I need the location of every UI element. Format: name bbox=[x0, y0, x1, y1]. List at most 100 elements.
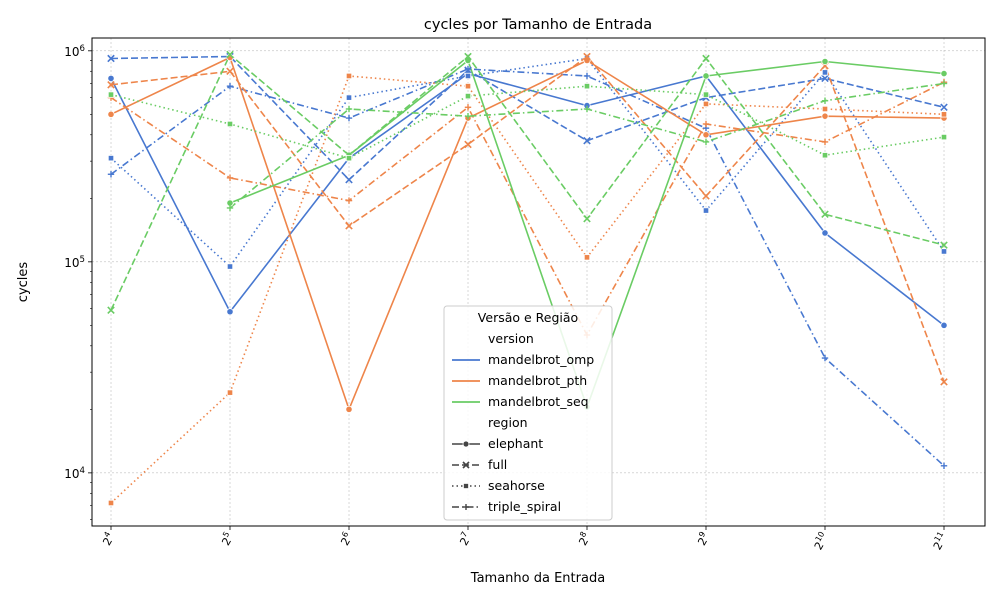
series-line-mandelbrot_pth-elephant bbox=[110, 56, 945, 411]
legend-entry-mandelbrot_omp: mandelbrot_omp bbox=[488, 352, 594, 367]
data-point-mandelbrot_seq-full bbox=[583, 214, 591, 223]
data-point-mandelbrot_omp-seahorse bbox=[702, 207, 710, 214]
data-point-mandelbrot_seq-seahorse bbox=[583, 83, 591, 90]
data-point-mandelbrot_seq-elephant bbox=[702, 72, 710, 80]
data-point-mandelbrot_omp-triple_spiral bbox=[226, 82, 234, 90]
data-point-mandelbrot_seq-triple_spiral bbox=[226, 204, 234, 212]
data-point-mandelbrot_pth-seahorse bbox=[464, 83, 472, 90]
data-point-mandelbrot_omp-elephant bbox=[940, 321, 948, 329]
data-point-mandelbrot_seq-seahorse bbox=[940, 133, 948, 141]
data-point-mandelbrot_omp-elephant bbox=[821, 229, 829, 237]
data-point-mandelbrot_omp-seahorse bbox=[226, 263, 234, 270]
data-point-mandelbrot_pth-full bbox=[940, 378, 948, 386]
data-point-mandelbrot_seq-triple_spiral bbox=[940, 80, 948, 87]
data-point-mandelbrot_omp-full bbox=[107, 54, 115, 63]
data-point-mandelbrot_seq-seahorse bbox=[821, 152, 829, 159]
data-point-mandelbrot_seq-seahorse bbox=[345, 155, 353, 162]
legend-hue-header: version bbox=[488, 331, 534, 346]
series-line-mandelbrot_omp-triple_spiral bbox=[110, 68, 945, 467]
data-point-mandelbrot_pth-full bbox=[702, 192, 710, 200]
legend-entry-full: full bbox=[488, 457, 507, 472]
data-point-mandelbrot_omp-seahorse bbox=[107, 155, 115, 162]
data-point-mandelbrot_omp-full bbox=[345, 175, 353, 184]
data-point-mandelbrot_seq-seahorse bbox=[702, 91, 710, 98]
data-point-mandelbrot_pth-elephant bbox=[821, 112, 829, 120]
data-point-mandelbrot_omp-full bbox=[821, 74, 829, 83]
data-point-mandelbrot_pth-elephant bbox=[345, 405, 353, 413]
data-point-mandelbrot_pth-seahorse bbox=[940, 111, 948, 118]
data-point-mandelbrot_seq-full bbox=[821, 210, 829, 219]
y-axis-label: cycles bbox=[16, 262, 31, 303]
data-point-mandelbrot_omp-full bbox=[583, 136, 591, 145]
data-point-mandelbrot_seq-full bbox=[226, 50, 234, 59]
legend-marker-triple_spiral bbox=[463, 504, 469, 510]
data-point-mandelbrot_pth-triple_spiral bbox=[702, 120, 710, 128]
y-tick-label: 105 bbox=[64, 255, 85, 270]
data-point-mandelbrot_omp-seahorse bbox=[940, 248, 948, 255]
data-point-mandelbrot_omp-full bbox=[940, 103, 948, 112]
legend-marker-elephant bbox=[462, 440, 470, 448]
plot-frame bbox=[91, 37, 986, 527]
legend-box bbox=[443, 305, 613, 521]
data-point-mandelbrot_omp-triple_spiral bbox=[821, 354, 829, 362]
data-point-mandelbrot_seq-triple_spiral bbox=[821, 97, 829, 104]
data-point-mandelbrot_seq-full bbox=[702, 54, 710, 63]
data-point-mandelbrot_pth-full bbox=[226, 67, 234, 76]
data-point-mandelbrot_pth-seahorse bbox=[107, 499, 115, 507]
data-point-mandelbrot_seq-full bbox=[107, 306, 115, 314]
data-point-mandelbrot_pth-full bbox=[583, 52, 591, 61]
data-point-mandelbrot_pth-triple_spiral bbox=[226, 174, 234, 182]
series-line-mandelbrot_pth-seahorse bbox=[110, 75, 945, 504]
series-line-mandelbrot_seq-full bbox=[110, 53, 945, 311]
series-line-mandelbrot_pth-triple_spiral bbox=[110, 81, 945, 336]
data-point-mandelbrot_omp-triple_spiral bbox=[940, 462, 948, 470]
data-point-mandelbrot_omp-triple_spiral bbox=[583, 72, 591, 80]
data-point-mandelbrot_omp-elephant bbox=[226, 308, 234, 316]
data-point-mandelbrot_seq-seahorse bbox=[107, 91, 115, 98]
data-point-mandelbrot_omp-seahorse bbox=[345, 94, 353, 101]
data-point-mandelbrot_pth-full bbox=[464, 140, 472, 149]
data-point-mandelbrot_seq-triple_spiral bbox=[464, 112, 472, 120]
data-point-mandelbrot_pth-triple_spiral bbox=[464, 104, 472, 111]
data-point-mandelbrot_seq-triple_spiral bbox=[583, 105, 591, 113]
data-point-mandelbrot_seq-triple_spiral bbox=[345, 105, 353, 113]
legend-entry-seahorse: seahorse bbox=[488, 478, 545, 493]
series-markers bbox=[107, 50, 948, 507]
data-point-mandelbrot_pth-full bbox=[107, 81, 115, 89]
legend-entry-triple_spiral: triple_spiral bbox=[488, 499, 561, 514]
data-point-mandelbrot_pth-elephant bbox=[702, 131, 710, 139]
data-point-mandelbrot_pth-triple_spiral bbox=[345, 197, 353, 204]
data-point-mandelbrot_pth-seahorse bbox=[226, 389, 234, 396]
legend-title: Versão e Região bbox=[478, 310, 578, 325]
legend: Versão e Região version mandelbrot_ompmand… bbox=[443, 305, 613, 521]
data-point-mandelbrot_omp-triple_spiral bbox=[464, 65, 472, 73]
data-point-mandelbrot_seq-triple_spiral bbox=[702, 138, 710, 146]
x-axis-label: Tamanho da Entrada bbox=[470, 571, 605, 586]
data-point-mandelbrot_seq-elephant bbox=[821, 57, 829, 66]
data-point-mandelbrot_seq-seahorse bbox=[464, 92, 472, 100]
data-point-mandelbrot_omp-triple_spiral bbox=[345, 114, 353, 122]
data-point-mandelbrot_pth-elephant bbox=[107, 110, 115, 118]
data-point-mandelbrot_pth-seahorse bbox=[583, 254, 591, 261]
data-point-mandelbrot_seq-seahorse bbox=[226, 120, 234, 128]
data-point-mandelbrot_pth-seahorse bbox=[345, 72, 353, 80]
data-point-mandelbrot_pth-seahorse bbox=[821, 105, 829, 113]
series-line-mandelbrot_omp-full bbox=[110, 55, 945, 181]
legend-entry-mandelbrot_seq: mandelbrot_seq bbox=[488, 394, 589, 409]
data-point-mandelbrot_omp-seahorse bbox=[464, 72, 472, 80]
legend-style-header: region bbox=[488, 415, 528, 430]
data-point-mandelbrot_omp-triple_spiral bbox=[107, 171, 115, 178]
series-line-mandelbrot_pth-full bbox=[110, 55, 945, 383]
data-point-mandelbrot_pth-triple_spiral bbox=[821, 138, 829, 146]
y-tick-label: 106 bbox=[64, 44, 85, 59]
chart-title: cycles por Tamanho de Entrada bbox=[424, 17, 652, 33]
legend-entry-mandelbrot_pth: mandelbrot_pth bbox=[488, 373, 587, 388]
data-point-mandelbrot_omp-seahorse bbox=[821, 69, 829, 76]
legend-entry-elephant: elephant bbox=[488, 436, 543, 451]
data-point-mandelbrot_seq-full bbox=[464, 52, 472, 61]
y-tick-label: 104 bbox=[64, 466, 85, 481]
data-point-mandelbrot_omp-elephant bbox=[107, 74, 115, 83]
data-point-mandelbrot_seq-elephant bbox=[940, 69, 948, 78]
data-point-mandelbrot_pth-seahorse bbox=[702, 100, 710, 108]
